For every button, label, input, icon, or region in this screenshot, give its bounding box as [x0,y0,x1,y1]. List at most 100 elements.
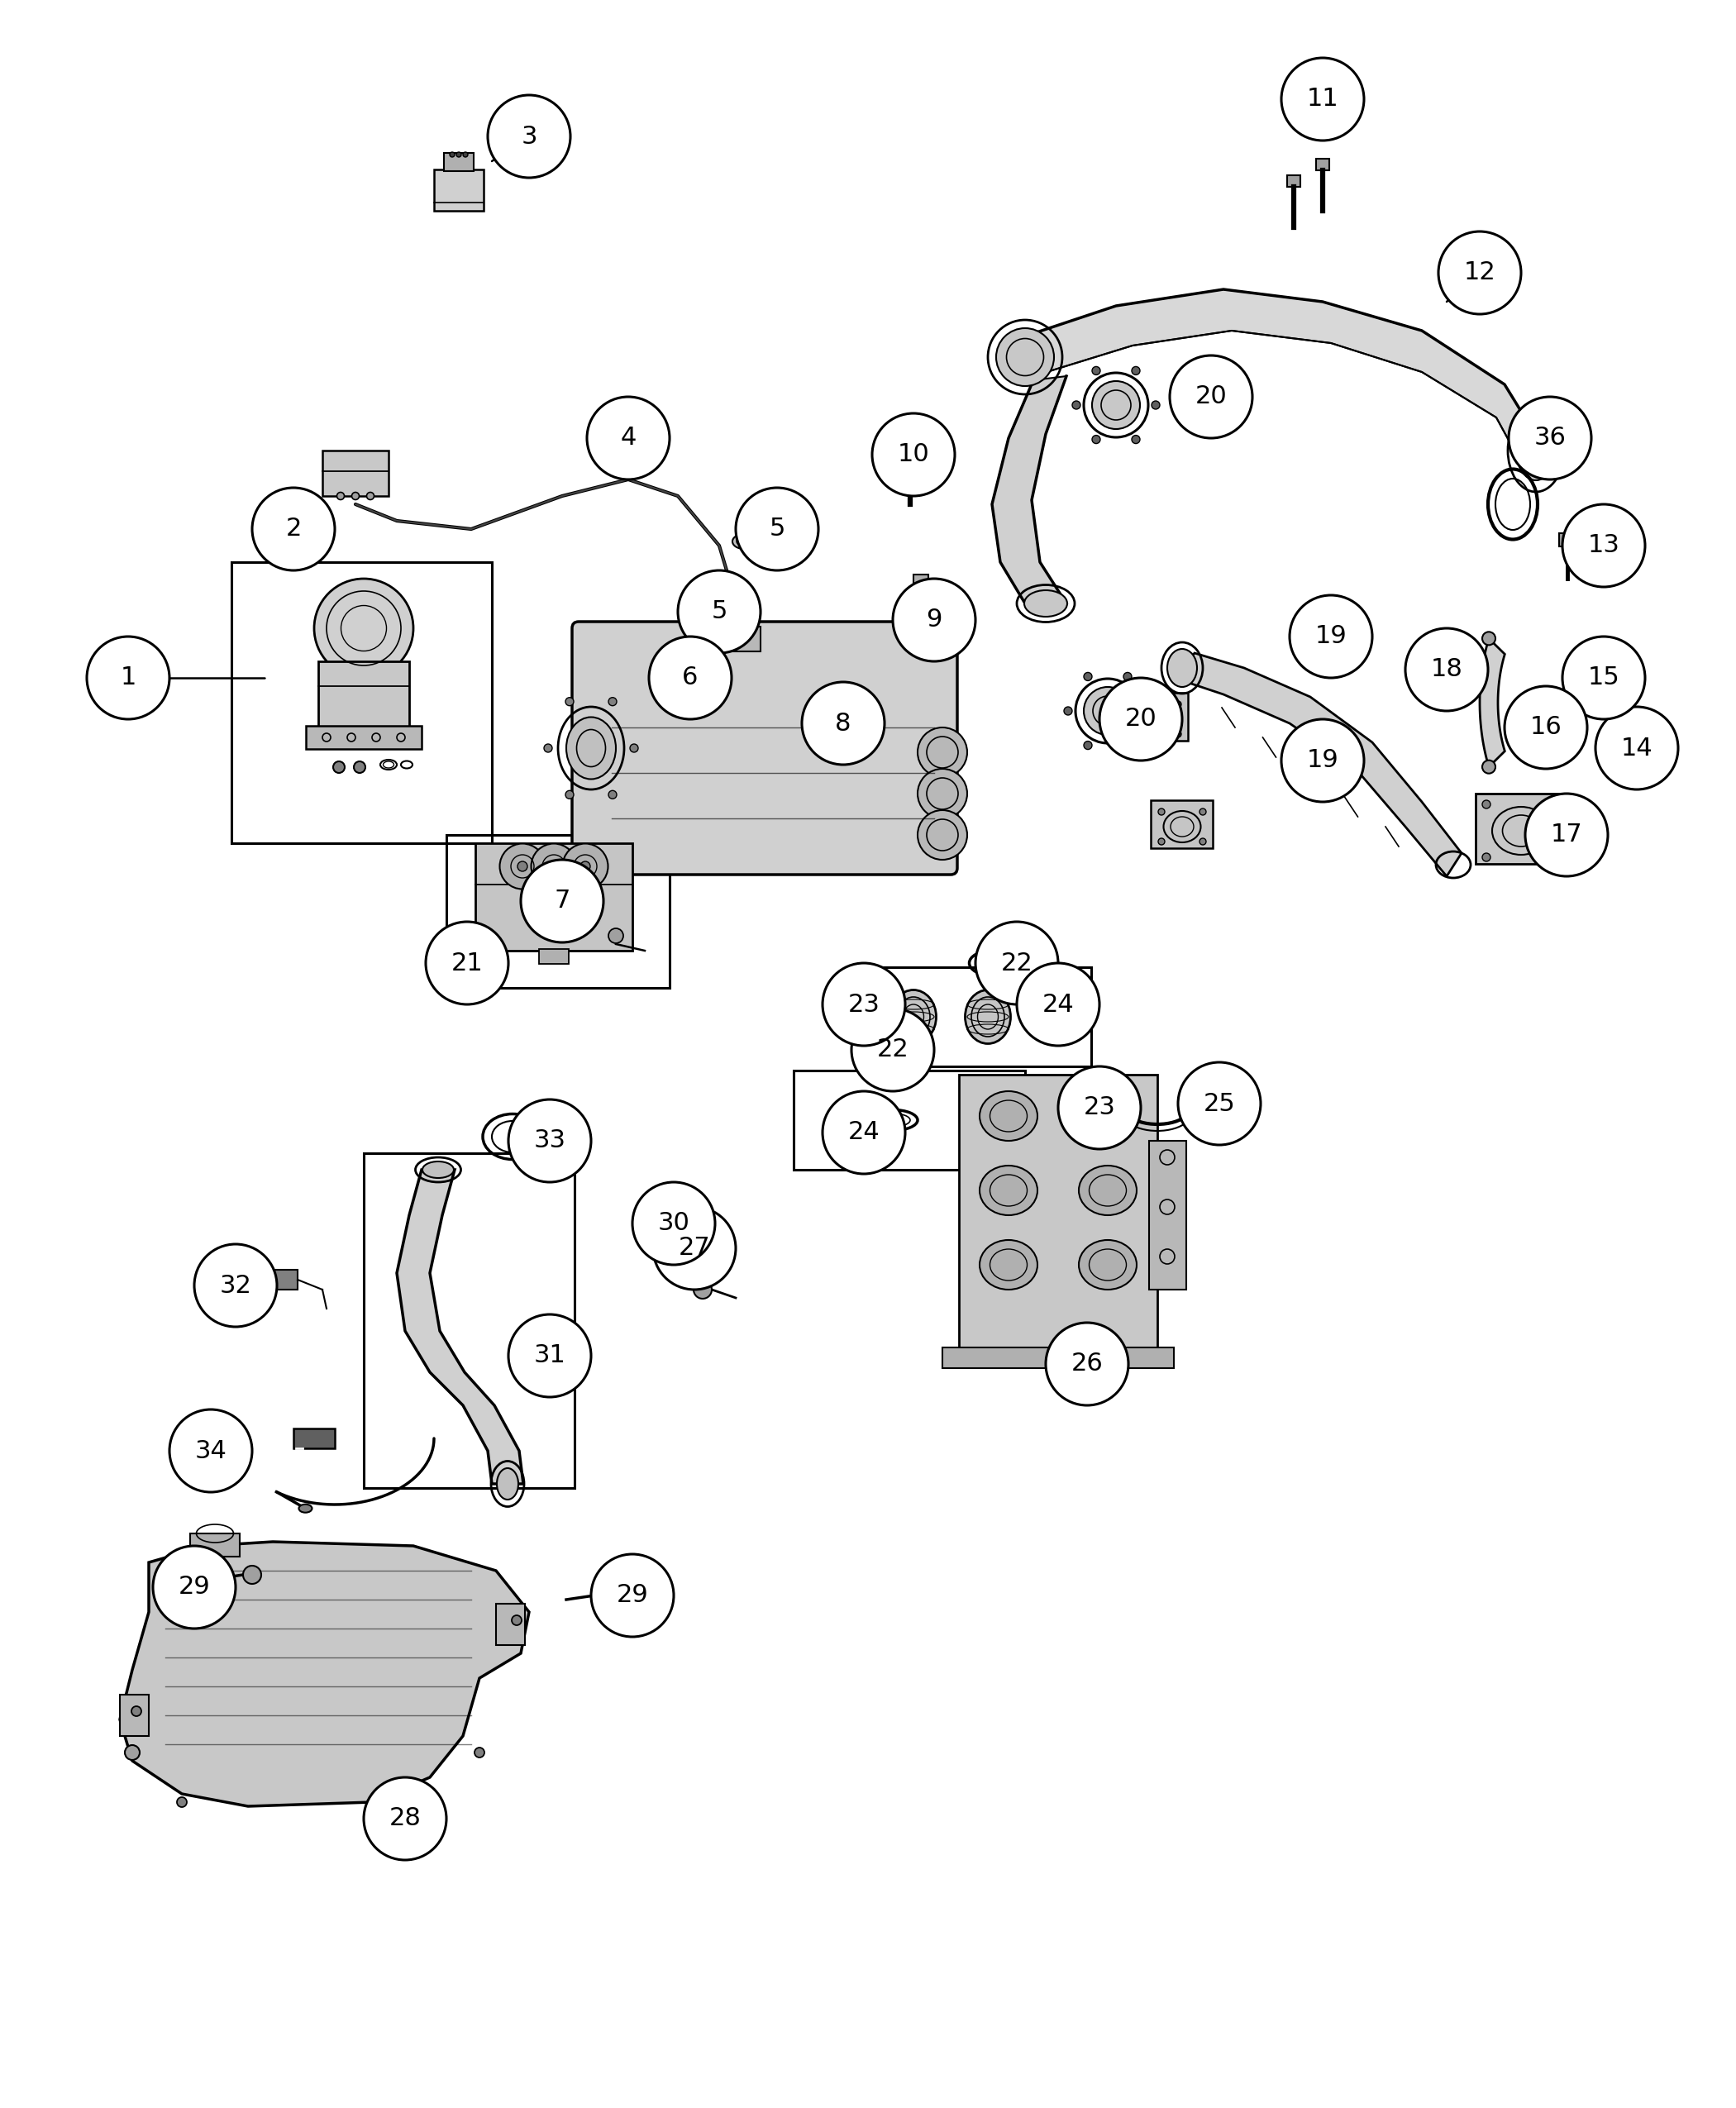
Circle shape [1290,594,1371,679]
Ellipse shape [354,761,365,774]
Ellipse shape [1132,367,1141,375]
Circle shape [488,95,571,177]
Text: 26: 26 [1071,1351,1102,1377]
Bar [1286,175,1300,188]
Bar [538,949,569,963]
Ellipse shape [1144,706,1151,715]
Ellipse shape [1118,1105,1130,1117]
Text: 22: 22 [877,1037,910,1062]
Polygon shape [120,1541,529,1807]
Ellipse shape [1167,649,1198,687]
Circle shape [1562,504,1646,586]
Text: 29: 29 [179,1575,210,1600]
Circle shape [632,1183,715,1265]
Bar [826,706,845,721]
Bar [318,662,410,727]
Ellipse shape [566,698,573,706]
Ellipse shape [608,928,623,942]
Bar [793,1071,1024,1170]
Bar [306,725,422,748]
Ellipse shape [1175,731,1180,738]
Text: 22: 22 [1000,951,1033,976]
Text: 15: 15 [1588,666,1620,689]
Ellipse shape [608,790,616,799]
Text: 13: 13 [1588,533,1620,559]
Bar [1611,736,1621,744]
Ellipse shape [1083,672,1092,681]
Bar [293,1429,335,1448]
Ellipse shape [630,744,639,753]
Ellipse shape [1158,839,1165,845]
Circle shape [1059,1067,1141,1149]
Text: 24: 24 [847,1121,880,1145]
Circle shape [851,1008,934,1092]
Ellipse shape [516,1347,542,1364]
Ellipse shape [1083,687,1132,736]
Circle shape [153,1545,236,1629]
Ellipse shape [1200,809,1207,816]
Circle shape [1595,706,1679,790]
Ellipse shape [314,580,413,679]
Text: 36: 36 [1535,426,1566,451]
Ellipse shape [660,675,679,685]
Ellipse shape [1483,761,1495,774]
Circle shape [892,580,976,662]
Text: 25: 25 [1203,1092,1236,1115]
Circle shape [1406,628,1488,710]
Bar [323,451,389,495]
Text: 10: 10 [898,443,929,466]
Ellipse shape [1134,731,1141,738]
Ellipse shape [1483,854,1491,862]
Bar [496,1604,524,1644]
Circle shape [425,921,509,1003]
Ellipse shape [517,862,528,871]
Ellipse shape [464,152,469,158]
Ellipse shape [580,862,590,871]
Circle shape [1017,963,1099,1046]
Ellipse shape [1092,367,1101,375]
Ellipse shape [594,1587,613,1604]
Text: 19: 19 [1314,624,1347,649]
Text: 7: 7 [554,890,569,913]
Ellipse shape [496,1467,519,1499]
Circle shape [677,571,760,653]
Ellipse shape [891,991,936,1043]
Circle shape [1526,793,1608,877]
Ellipse shape [687,620,710,635]
Ellipse shape [457,152,462,158]
Text: 16: 16 [1529,715,1562,740]
Ellipse shape [979,1092,1038,1140]
Bar [444,154,474,171]
Circle shape [365,1777,446,1859]
Bar [694,626,760,651]
Text: 11: 11 [1307,86,1338,112]
Circle shape [1099,679,1182,761]
Circle shape [1170,356,1252,438]
Ellipse shape [1024,590,1068,618]
Text: 20: 20 [1194,386,1227,409]
Text: 32: 32 [219,1273,252,1296]
Bar [434,169,484,211]
Text: 27: 27 [679,1235,710,1261]
Text: 8: 8 [835,710,851,736]
Text: 2: 2 [285,516,302,542]
Ellipse shape [1552,801,1561,809]
Bar [943,1347,1174,1368]
Ellipse shape [996,329,1054,386]
Circle shape [871,413,955,495]
Ellipse shape [694,1280,712,1299]
Ellipse shape [1175,702,1180,708]
Ellipse shape [566,790,573,799]
Text: 4: 4 [620,426,637,451]
Bar [446,835,670,989]
Bar [476,843,632,951]
Ellipse shape [512,1615,521,1625]
Ellipse shape [979,1166,1038,1214]
Circle shape [1281,719,1364,801]
Ellipse shape [1151,401,1160,409]
Text: 24: 24 [1042,993,1075,1016]
Ellipse shape [1184,1098,1198,1111]
Circle shape [252,487,335,571]
Ellipse shape [543,744,552,753]
Bar [1127,694,1187,740]
